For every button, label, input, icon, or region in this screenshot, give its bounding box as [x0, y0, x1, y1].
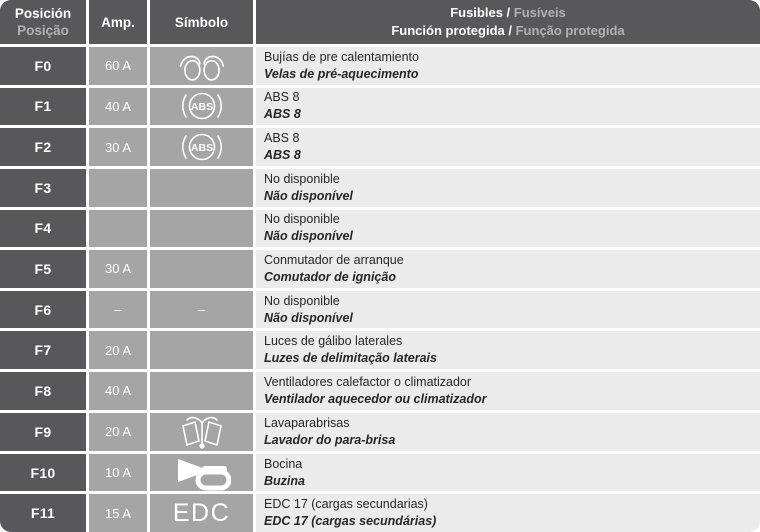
glow-plug-icon — [179, 55, 224, 81]
header-position-primary: Posición — [14, 6, 72, 21]
header-fuse-line1-primary: Fusibles / — [450, 5, 514, 20]
header-position: Posición Posição — [0, 0, 86, 44]
svg-text:ABS: ABS — [190, 101, 212, 113]
fuse-position: F11 — [0, 494, 86, 532]
fuse-position: F2 — [0, 128, 86, 166]
fuse-position: F8 — [0, 372, 86, 410]
header-amp-label: Amp. — [101, 14, 135, 30]
fuse-description: ABS 8 ABS 8 — [256, 128, 760, 166]
header-symbol: Símbolo — [150, 0, 253, 44]
fuse-symbol — [150, 412, 253, 451]
fuse-symbol — [150, 453, 253, 492]
fuse-symbol — [150, 372, 253, 410]
fuse-description: Ventiladores calefactor o climatizador V… — [256, 372, 760, 410]
description-es: Conmutador de arranque — [264, 252, 404, 267]
description-pt: Buzina — [264, 473, 305, 488]
header-symbol-label: Símbolo — [174, 14, 229, 30]
fuse-position: F9 — [0, 412, 86, 451]
description-es: Bujías de pre calentamiento — [264, 49, 419, 64]
fuse-amp: 40 A — [89, 87, 147, 126]
fuse-description: ABS 8 ABS 8 — [256, 87, 760, 126]
description-es: No disponible — [264, 171, 340, 186]
header-fuse-line2: Función protegida / Função protegida — [391, 22, 624, 40]
description-es: Bocina — [264, 456, 303, 471]
fuse-position: F10 — [0, 453, 86, 492]
description-pt: EDC 17 (cargas secundárias) — [264, 514, 437, 529]
fuse-position: F7 — [0, 331, 86, 370]
fuse-symbol: – — [150, 290, 253, 329]
fuse-amp: 40 A — [89, 372, 147, 410]
header-position-secondary: Posição — [17, 23, 69, 38]
fuse-position: F1 — [0, 87, 86, 126]
fuse-position: F0 — [0, 47, 86, 85]
fuse-description: No disponible Não disponível — [256, 209, 760, 248]
header-fuse: Fusibles / Fusíveis Función protegida / … — [256, 0, 760, 44]
header-fuse-line1-secondary: Fusíveis — [513, 5, 566, 20]
description-pt: Ventilador aquecedor ou climatizador — [264, 391, 487, 406]
fuse-amp — [89, 209, 147, 248]
fuse-symbol — [150, 331, 253, 370]
abs-icon: ABS — [181, 93, 222, 120]
horn-icon — [177, 458, 231, 491]
header-fuse-line1: Fusibles / Fusíveis — [450, 4, 566, 22]
description-es: Lavaparabrisas — [264, 415, 350, 430]
fuse-description: No disponible Não disponível — [256, 168, 760, 207]
fuse-description: Luces de gálibo laterales Luzes de delim… — [256, 331, 760, 370]
fuse-amp: 20 A — [89, 412, 147, 451]
description-es: No disponible — [264, 293, 340, 308]
abs-icon: ABS — [181, 133, 222, 161]
fuse-amp: 60 A — [89, 47, 147, 85]
description-pt: ABS 8 — [264, 148, 301, 163]
windshield-washer-icon — [181, 416, 222, 449]
description-es: Luces de gálibo laterales — [264, 334, 403, 349]
fuse-symbol — [150, 47, 253, 85]
fuse-amp — [89, 168, 147, 207]
fuse-symbol: ABS — [150, 87, 253, 126]
description-pt: Luzes de delimitação laterais — [264, 351, 437, 366]
fuse-amp: 30 A — [89, 128, 147, 166]
description-es: No disponible — [264, 212, 340, 227]
header-fuse-line2-secondary: Função protegida — [515, 23, 625, 38]
description-pt: ABS 8 — [264, 107, 301, 122]
description-pt: Lavador do para-brisa — [264, 432, 396, 447]
fuse-description: Lavaparabrisas Lavador do para-brisa — [256, 412, 760, 451]
fuse-amp: 30 A — [89, 250, 147, 288]
fuse-description: Conmutador de arranque Comutador de igni… — [256, 250, 760, 288]
description-pt: Não disponível — [264, 310, 353, 325]
fuse-symbol-edc-label: EDC — [150, 494, 253, 532]
fuse-amp: 10 A — [89, 453, 147, 492]
fuse-position: F5 — [0, 250, 86, 288]
fuse-amp: 15 A — [89, 494, 147, 532]
description-pt: Velas de pré-aquecimento — [264, 66, 419, 81]
description-pt: Não disponível — [264, 188, 353, 203]
description-es: ABS 8 — [264, 90, 300, 105]
description-es: ABS 8 — [264, 131, 300, 146]
description-es: EDC 17 (cargas secundarias) — [264, 497, 428, 512]
fuse-symbol — [150, 209, 253, 248]
header-amp: Amp. — [89, 0, 147, 44]
svg-text:ABS: ABS — [190, 142, 212, 154]
fuse-symbol — [150, 168, 253, 207]
fuse-symbol — [150, 250, 253, 288]
fuse-description: EDC 17 (cargas secundarias) EDC 17 (carg… — [256, 494, 760, 532]
fuse-position: F4 — [0, 209, 86, 248]
fuse-position: F6 — [0, 290, 86, 329]
header-fuse-line2-primary: Función protegida / — [391, 23, 516, 38]
fuse-position: F3 — [0, 168, 86, 207]
description-es: Ventiladores calefactor o climatizador — [264, 374, 472, 389]
fuse-description: Bujías de pre calentamiento Velas de pré… — [256, 47, 760, 85]
description-pt: Comutador de ignição — [264, 269, 396, 284]
fuse-symbol: ABS — [150, 128, 253, 166]
fuse-description: No disponible Não disponível — [256, 290, 760, 329]
fuse-amp: 20 A — [89, 331, 147, 370]
description-pt: Não disponível — [264, 229, 353, 244]
fuse-amp: – — [89, 290, 147, 329]
fuse-description: Bocina Buzina — [256, 453, 760, 492]
